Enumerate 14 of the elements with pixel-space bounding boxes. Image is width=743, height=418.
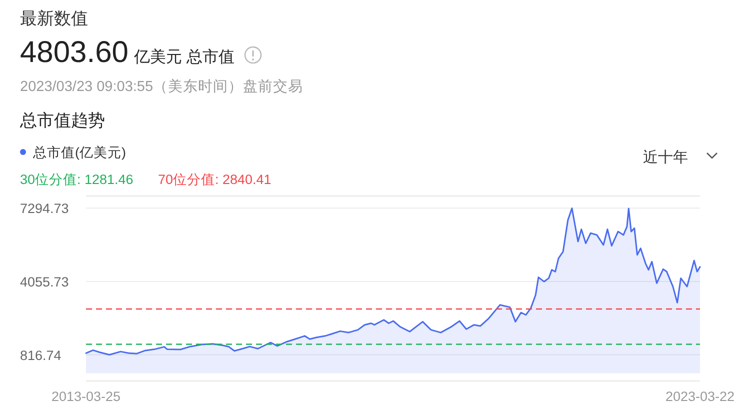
y-tick-label: 816.74: [20, 347, 62, 362]
chart-title: 总市值趋势: [19, 111, 105, 130]
text: 最新数值: [20, 9, 88, 28]
text: 亿美元 总市值: [133, 48, 234, 66]
ref-line-label: 30位分值: 1281.46: [20, 172, 134, 187]
y-tick-label: 7294.73: [20, 200, 69, 216]
y-tick-label: 4055.73: [20, 274, 69, 289]
legend-label: 总市值(亿美元): [32, 145, 126, 160]
ref-line-label: 70位分值: 2840.41: [158, 172, 272, 187]
x-tick-label: 2023-03-22: [665, 389, 735, 404]
text: 4803.60: [20, 36, 128, 69]
text: 近十年: [643, 149, 688, 166]
text: 2023/03/23 09:03:55（美东时间）盘前交易: [20, 78, 304, 95]
x-tick-label: 2013-03-25: [51, 389, 121, 404]
